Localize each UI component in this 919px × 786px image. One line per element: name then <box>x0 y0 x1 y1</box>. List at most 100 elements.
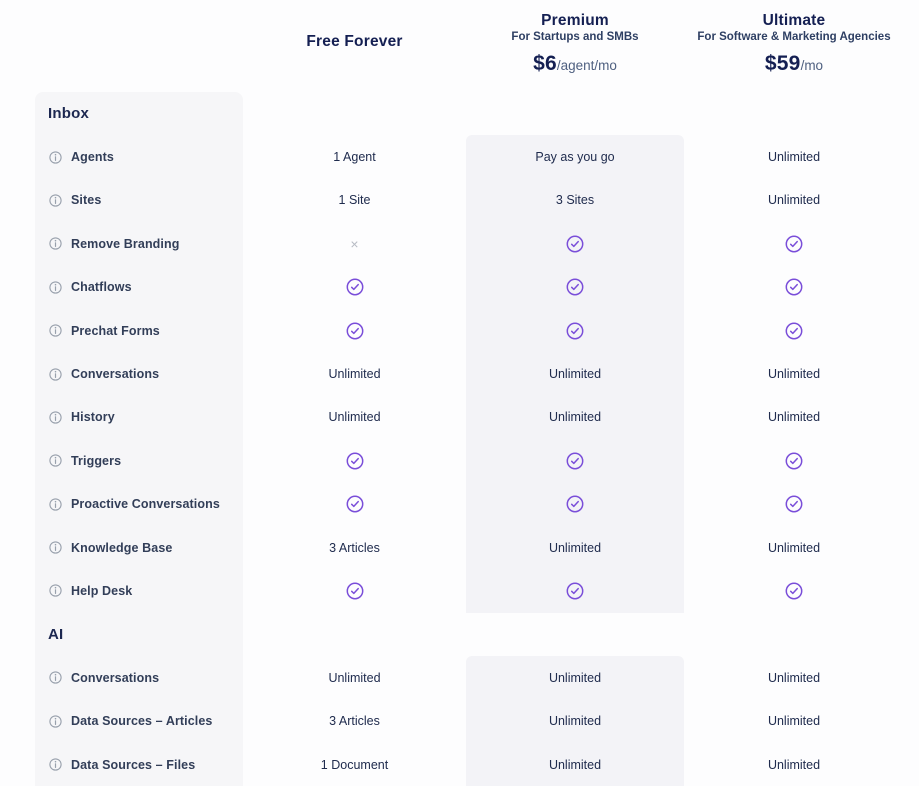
premium-value-cell: Unlimited <box>466 742 684 786</box>
info-icon[interactable] <box>49 584 62 598</box>
feature-row: Conversations Unlimited Unlimited Unlimi… <box>35 656 919 700</box>
feature-row: Prechat Forms <box>35 308 919 353</box>
section-header-cell: Inbox <box>35 92 243 136</box>
feature-label-cell: History <box>35 395 243 440</box>
info-icon[interactable] <box>49 324 62 337</box>
ultimate-value-cell: Unlimited <box>684 352 904 395</box>
ultimate-value-cell <box>684 309 904 352</box>
feature-label-cell: Proactive Conversations <box>35 482 243 526</box>
premium-value-cell <box>466 265 684 309</box>
free-value-cell: Unlimited <box>243 656 466 699</box>
feature-label-cell: Knowledge Base <box>35 525 243 570</box>
plan-value: 1 Site <box>338 193 371 208</box>
section-title: Inbox <box>48 105 89 123</box>
empty-cell <box>466 613 684 656</box>
feature-label-cell: Remove Branding <box>35 222 243 266</box>
feature-row: Data Sources – Articles 3 Articles Unlim… <box>35 699 919 743</box>
header-spacer-cell <box>35 0 243 92</box>
ultimate-value-cell: Unlimited <box>684 743 904 786</box>
plan-name: Ultimate <box>762 12 826 29</box>
info-icon[interactable] <box>49 194 62 207</box>
ultimate-value-cell: Unlimited <box>684 179 904 222</box>
feature-label: Triggers <box>71 453 122 468</box>
check-circle-icon <box>785 322 803 340</box>
feature-label: History <box>71 410 115 425</box>
feature-row: Chatflows <box>35 265 919 309</box>
free-value-cell <box>243 569 466 612</box>
empty-cell <box>684 92 904 135</box>
empty-cell <box>466 92 684 135</box>
check-circle-icon <box>785 452 803 470</box>
premium-value-cell <box>466 569 684 613</box>
ultimate-value-cell: Unlimited <box>684 656 904 699</box>
plan-value: Unlimited <box>767 150 821 165</box>
check-circle-icon <box>566 278 584 296</box>
info-icon[interactable] <box>49 150 62 164</box>
plan-name: Free Forever <box>306 33 403 50</box>
check-circle-icon <box>785 278 803 296</box>
feature-label-cell: Sites <box>35 178 243 223</box>
feature-row: History Unlimited Unlimited Unlimited <box>35 395 919 440</box>
premium-value-cell <box>466 308 684 353</box>
info-icon[interactable] <box>49 715 62 728</box>
info-icon[interactable] <box>49 281 62 294</box>
empty-cell <box>243 92 466 135</box>
feature-label: Sites <box>71 193 102 208</box>
check-circle-icon <box>346 322 364 340</box>
empty-cell <box>243 613 466 656</box>
free-value-cell: × <box>243 222 466 265</box>
free-value-cell: 1 Agent <box>243 135 466 178</box>
feature-label: Prechat Forms <box>71 323 160 338</box>
info-icon[interactable] <box>49 411 62 424</box>
info-icon[interactable] <box>49 454 62 467</box>
free-value-cell: Unlimited <box>243 352 466 395</box>
plan-value: Unlimited <box>548 540 602 555</box>
check-circle-icon <box>785 582 803 600</box>
ultimate-value-cell: Unlimited <box>684 396 904 439</box>
feature-label: Conversations <box>71 367 160 382</box>
premium-value-cell: Pay as you go <box>466 135 684 179</box>
info-icon[interactable] <box>49 671 62 684</box>
ultimate-value-cell <box>684 266 904 309</box>
free-value-cell: 3 Articles <box>243 699 466 742</box>
free-value-cell: 1 Document <box>243 743 466 786</box>
premium-value-cell <box>466 439 684 483</box>
plan-value: Unlimited <box>767 757 821 772</box>
info-icon[interactable] <box>49 541 62 554</box>
plan-name: Premium <box>541 12 609 29</box>
plan-value: 3 Sites <box>555 193 595 208</box>
empty-cell <box>684 613 904 656</box>
section-header-row: AI <box>35 612 919 657</box>
feature-label: Data Sources – Files <box>71 757 196 772</box>
plan-value: 1 Agent <box>333 150 376 165</box>
plan-value: 1 Document <box>320 757 389 772</box>
plan-value: Unlimited <box>548 670 602 685</box>
plan-value: Unlimited <box>767 670 821 685</box>
plan-subtitle: For Startups and SMBs <box>511 31 639 44</box>
feature-row: Knowledge Base 3 Articles Unlimited Unli… <box>35 525 919 570</box>
premium-value-cell: Unlimited <box>466 699 684 743</box>
premium-value-cell: Unlimited <box>466 525 684 570</box>
plan-header-ultimate: Ultimate For Software & Marketing Agenci… <box>684 0 904 92</box>
feature-label-cell: Data Sources – Files <box>35 742 243 786</box>
info-icon[interactable] <box>49 237 62 251</box>
premium-value-cell <box>466 222 684 266</box>
check-circle-icon <box>785 235 803 253</box>
plan-value: 3 Articles <box>329 714 380 729</box>
info-icon[interactable] <box>49 367 62 381</box>
plan-value: Pay as you go <box>535 150 615 165</box>
check-circle-icon <box>566 452 584 470</box>
plan-value: Unlimited <box>767 193 821 208</box>
feature-label-cell: Conversations <box>35 656 243 700</box>
feature-row: Help Desk <box>35 569 919 613</box>
free-value-cell: 1 Site <box>243 179 466 222</box>
plan-value: Unlimited <box>548 410 602 425</box>
plan-value: 3 Articles <box>329 540 380 555</box>
feature-row: Triggers <box>35 439 919 483</box>
section-header-row: Inbox <box>35 92 919 136</box>
premium-value-cell: Unlimited <box>466 656 684 700</box>
ultimate-value-cell: Unlimited <box>684 699 904 742</box>
info-icon[interactable] <box>49 758 62 771</box>
info-icon[interactable] <box>49 498 62 511</box>
